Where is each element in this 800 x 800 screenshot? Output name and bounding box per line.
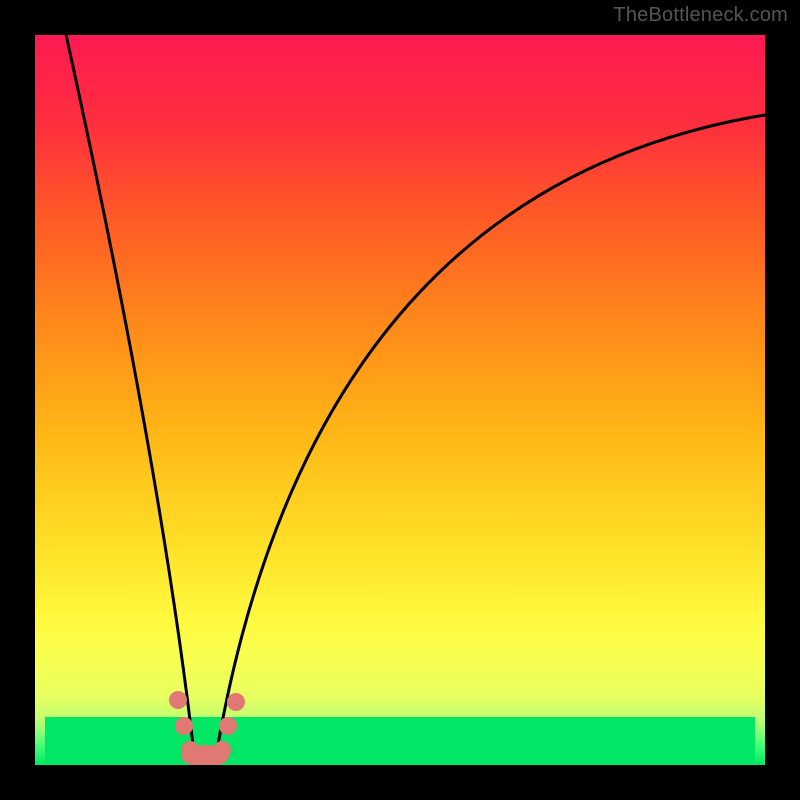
marker-dot — [175, 717, 193, 735]
bottleneck-plot — [0, 0, 800, 800]
green-zone — [45, 717, 755, 765]
watermark-text: TheBottleneck.com — [613, 4, 788, 27]
marker-dot — [169, 691, 187, 709]
marker-dot — [213, 741, 231, 759]
plot-area — [35, 30, 765, 767]
chart-frame: TheBottleneck.com — [0, 0, 800, 800]
marker-dot — [227, 693, 245, 711]
marker-dot — [181, 741, 199, 759]
gradient-background — [35, 35, 765, 765]
marker-dot — [219, 717, 237, 735]
